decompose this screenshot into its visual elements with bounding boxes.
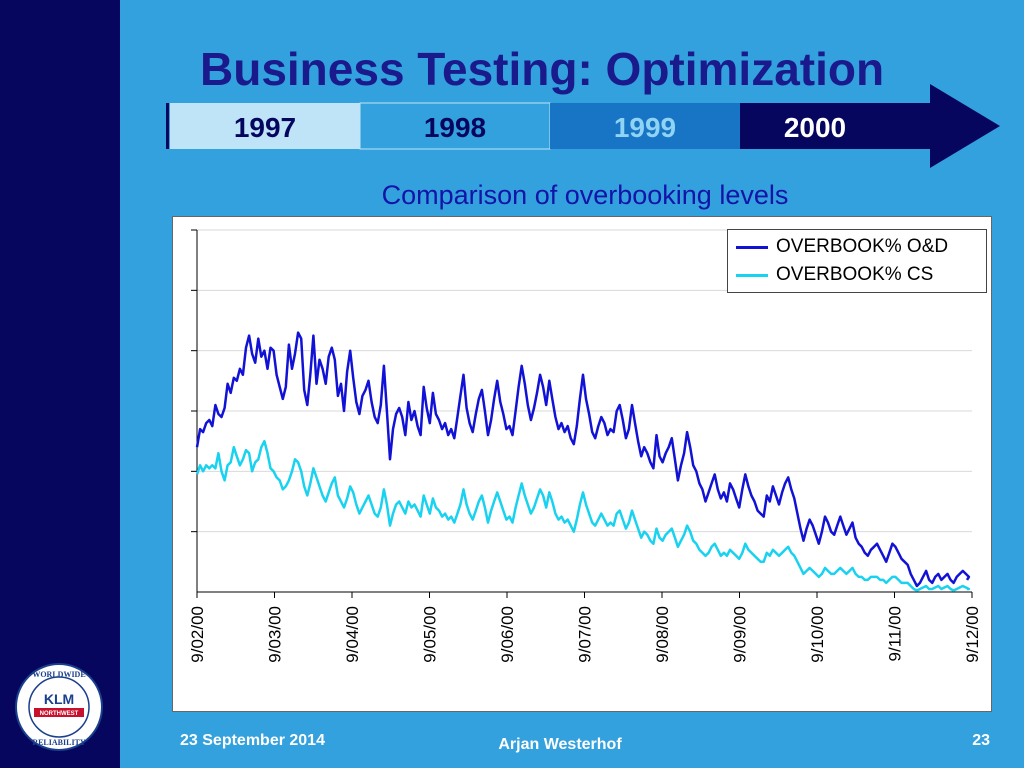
footer-author: Arjan Westerhof <box>498 736 622 753</box>
legend-label-od: OVERBOOK% O&D <box>776 236 949 257</box>
x-tick-label: 9/07/00 <box>576 606 595 663</box>
timeline-year-2000: 2000 <box>783 112 847 143</box>
timeline-segment-1997 <box>170 103 360 149</box>
overbooking-line-chart: 9/02/00 9/03/00 9/04/00 9/05/00 9/06/00 9/07/… <box>188 229 982 663</box>
timeline-year-1998: 1998 <box>423 112 487 143</box>
chart-legend: OVERBOOK% O&D OVERBOOK% CS <box>727 229 987 293</box>
x-tick-label: 9/02/00 <box>188 606 207 663</box>
chart-subtitle: Comparison of overbooking levels <box>381 180 789 210</box>
x-tick-label: 9/08/00 <box>653 606 672 663</box>
legend-label-cs: OVERBOOK% CS <box>776 264 934 285</box>
timeline-segment-2000-arrowhead <box>740 84 1000 168</box>
svg-text:RELIABILITY: RELIABILITY <box>32 738 86 747</box>
slide-title: Business Testing: Optimization <box>200 43 885 95</box>
x-tick-label: 9/03/00 <box>266 606 285 663</box>
timeline-segment-1999 <box>550 103 740 149</box>
x-tick-label: 9/12/00 <box>963 606 982 663</box>
timeline-start-marker <box>166 103 169 149</box>
klm-northwest-logo: KLM NORTHWEST WORLDWIDE RELIABILITY <box>15 663 103 751</box>
footer-date: 23 September 2014 <box>180 732 325 749</box>
x-tick-label: 9/06/00 <box>498 606 517 663</box>
legend-line-cs <box>736 274 768 277</box>
svg-text:WORLDWIDE: WORLDWIDE <box>32 670 85 679</box>
timeline-segment-1998 <box>359 102 551 150</box>
x-tick-label: 9/11/00 <box>886 606 905 661</box>
timeline-year-1999: 1999 <box>613 112 677 143</box>
x-tick-label: 9/10/00 <box>808 606 827 663</box>
x-tick-label: 9/04/00 <box>343 606 362 663</box>
legend-line-od <box>736 246 768 249</box>
timeline-arrow <box>166 84 1000 168</box>
svg-text:NORTHWEST: NORTHWEST <box>40 711 79 717</box>
footer-page-number: 23 <box>972 732 990 749</box>
series-line-cs <box>195 439 971 592</box>
chart-frame <box>172 216 992 712</box>
series-line-od <box>195 331 971 588</box>
x-tick-label: 9/05/00 <box>421 606 440 663</box>
left-sidebar-bar <box>0 0 120 768</box>
timeline-year-1997: 1997 <box>233 112 297 143</box>
svg-text:KLM: KLM <box>44 691 74 707</box>
x-tick-label: 9/09/00 <box>731 606 750 663</box>
